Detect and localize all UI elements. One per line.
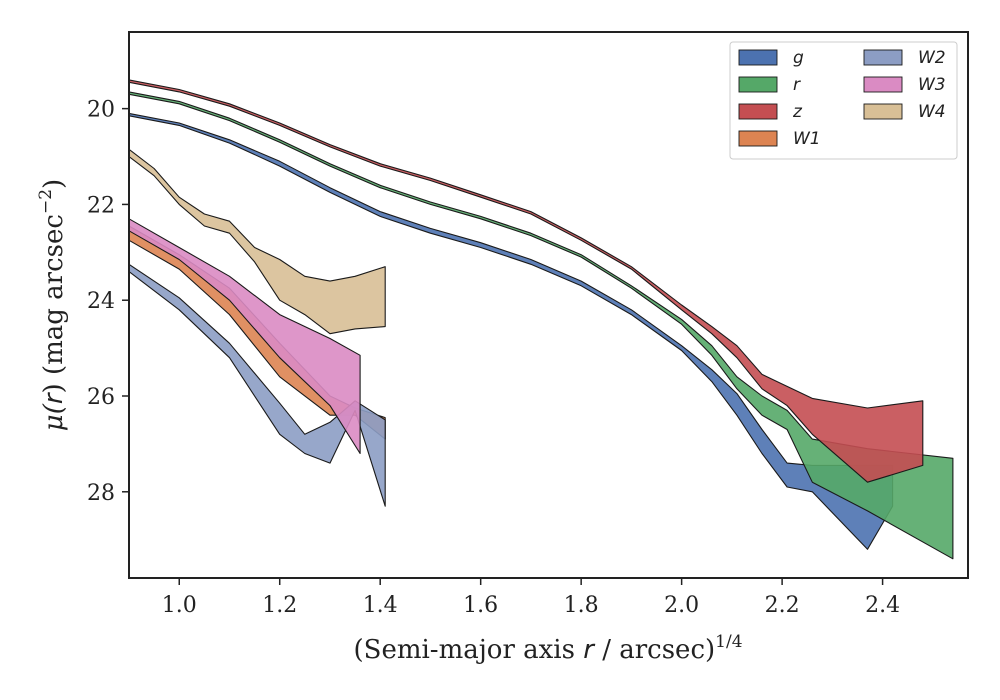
y-tick-label: 24 — [87, 289, 115, 314]
y-tick-label: 22 — [87, 193, 115, 218]
axis-ticks: 1.0 1.2 1.4 1.6 1.8 2.0 2.2 2.4 20 22 24 26 28 — [87, 98, 900, 618]
legend: grz W1 W2 W3 W4 — [729, 41, 958, 160]
x-tick-label: 2.4 — [865, 593, 900, 618]
y-tick-label: 28 — [87, 481, 115, 506]
legend-swatch — [738, 103, 778, 120]
legend-swatch — [738, 49, 778, 66]
legend-label: W2 — [918, 48, 946, 68]
legend-label: z — [792, 102, 803, 122]
legend-label: W1 — [793, 129, 821, 149]
x-tick-label: 2.0 — [664, 593, 699, 618]
plot-frame — [128, 31, 969, 579]
x-tick-label: 1.4 — [363, 593, 398, 618]
x-tick-label: 1.8 — [564, 593, 599, 618]
legend-swatch — [863, 103, 903, 120]
legend-item-w1: W1 — [738, 129, 821, 149]
legend-label: W3 — [918, 75, 946, 95]
band-w4 — [129, 148, 386, 335]
legend-swatch — [738, 76, 778, 93]
x-tick-label: 1.0 — [162, 593, 197, 618]
legend-swatch — [738, 130, 778, 147]
legend-item-z: z — [738, 102, 803, 122]
series-bands — [129, 79, 954, 560]
x-tick-label: 2.2 — [765, 593, 800, 618]
band-w3 — [129, 218, 361, 455]
x-tick-label: 1.2 — [262, 593, 297, 618]
band-z — [129, 79, 924, 483]
legend-item-w2: W2 — [863, 48, 946, 68]
band-r — [129, 91, 954, 560]
legend-item-r: r — [738, 75, 801, 95]
band-w2 — [129, 263, 386, 507]
legend-item-w3: W3 — [863, 75, 946, 95]
y-tick-label: 20 — [87, 98, 115, 123]
x-axis-label: (Semi-major axis r / arcsec)1/4 — [353, 632, 742, 665]
legend-label: g — [793, 48, 804, 68]
legend-swatch — [863, 49, 903, 66]
legend-box — [729, 41, 958, 160]
y-tick-label: 26 — [87, 385, 115, 410]
legend-label: r — [793, 75, 801, 95]
x-tick-label: 1.6 — [463, 593, 498, 618]
legend-label: W4 — [918, 102, 946, 122]
legend-item-g: g — [738, 48, 804, 68]
legend-swatch — [863, 76, 903, 93]
y-axis-label: μ(r) (mag arcsec−2) — [36, 179, 69, 431]
legend-item-w4: W4 — [863, 102, 946, 122]
